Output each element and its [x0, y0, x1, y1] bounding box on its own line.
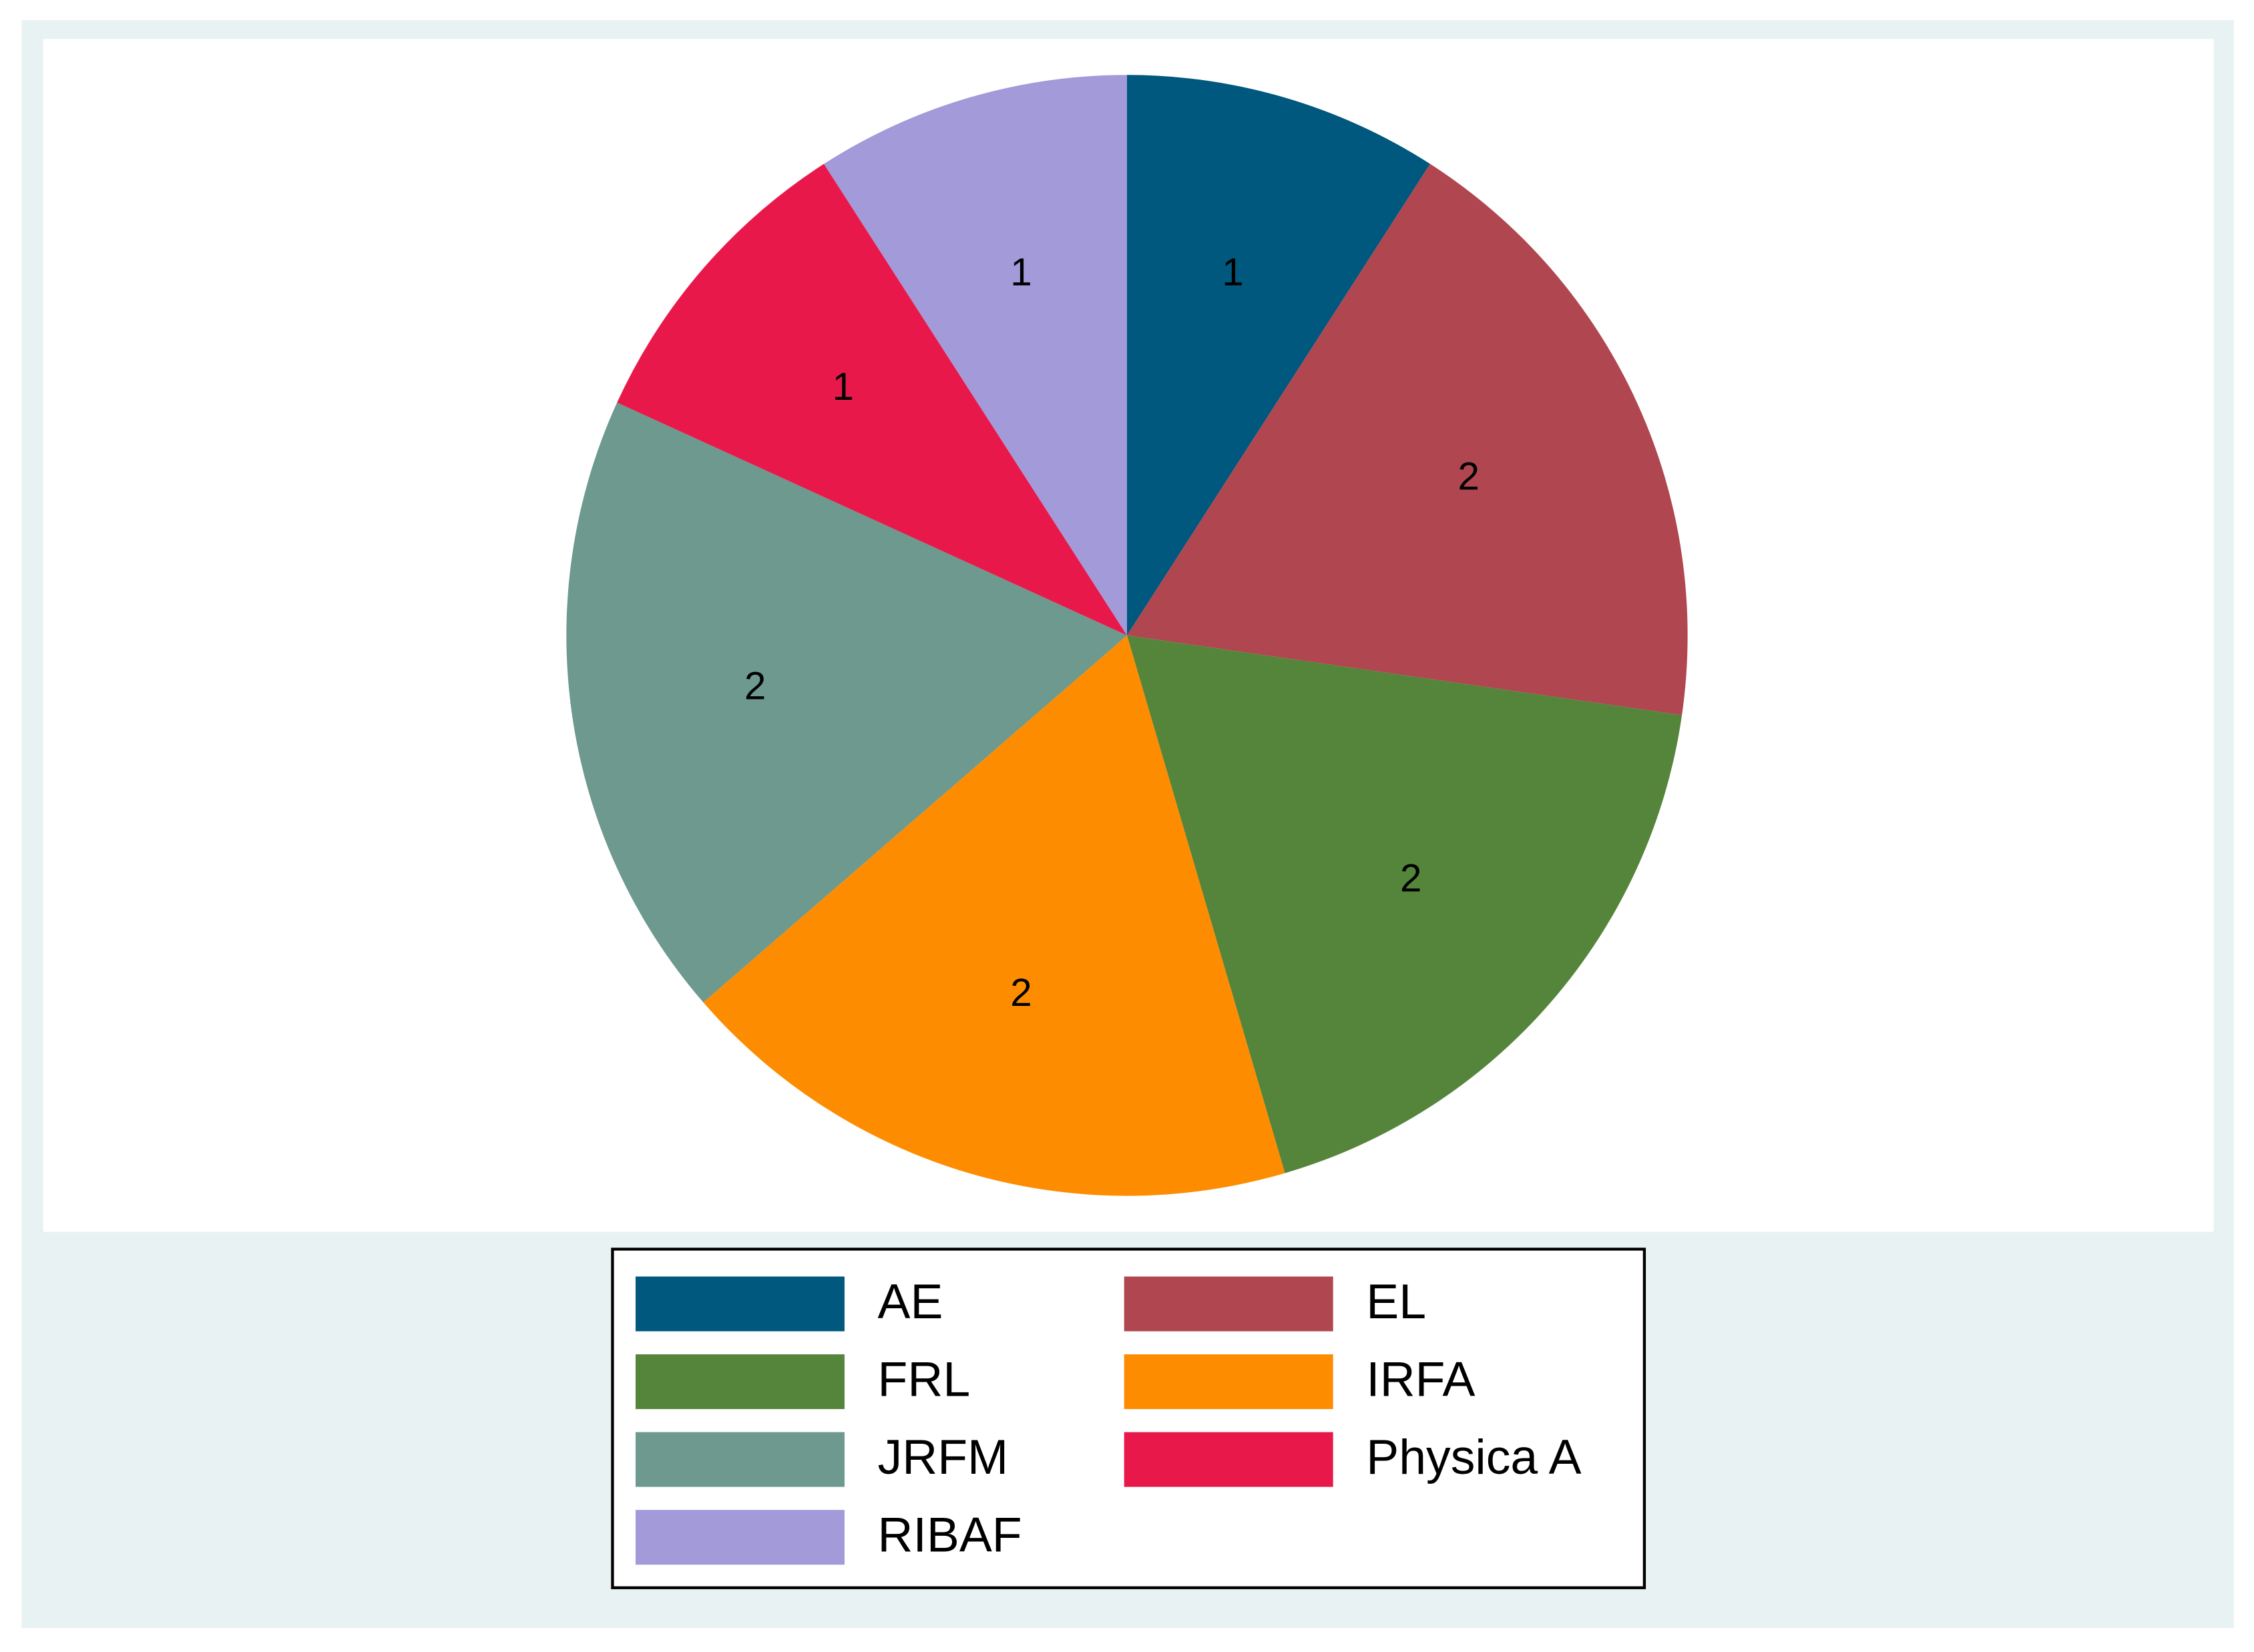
legend-swatch: [635, 1276, 845, 1332]
slice-label: 2: [1010, 971, 1032, 1015]
slice-label: 2: [1458, 455, 1480, 499]
pie-slice: [617, 164, 1127, 635]
pie-slice: [703, 635, 1285, 1196]
slice-label: 2: [1400, 857, 1421, 900]
pie-slice: [566, 402, 1127, 1003]
legend-label: AE: [878, 1274, 943, 1329]
pie-slice: [1127, 164, 1688, 716]
legend-swatch: [635, 1510, 845, 1565]
legend-swatch: [1124, 1432, 1333, 1487]
legend-label: EL: [1366, 1274, 1426, 1329]
legend-label: Physica A: [1366, 1430, 1581, 1484]
legend-swatch: [635, 1432, 845, 1487]
legend-label: IRFA: [1366, 1352, 1475, 1407]
slice-label: 1: [833, 365, 854, 408]
legend-swatch: [635, 1354, 845, 1410]
legend-label: RIBAF: [878, 1508, 1022, 1563]
slice-label: 1: [1222, 251, 1243, 294]
legend-label: FRL: [878, 1352, 971, 1407]
legend-swatch: [1124, 1276, 1333, 1332]
slice-label: 2: [744, 664, 766, 708]
pie-slice: [1127, 75, 1430, 635]
pie-slice: [824, 75, 1127, 635]
legend-swatch: [1124, 1354, 1333, 1410]
pie-slice: [1127, 635, 1682, 1173]
legend-label: JRFM: [878, 1430, 1009, 1484]
slice-label: 1: [1010, 251, 1032, 294]
